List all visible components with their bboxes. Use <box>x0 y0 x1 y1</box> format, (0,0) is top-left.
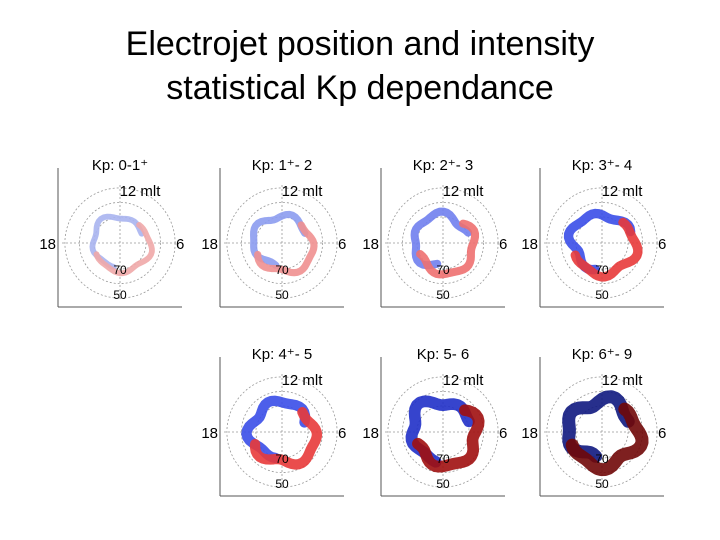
mlt-label: 12 mlt <box>602 183 644 200</box>
lat-label-50: 50 <box>436 288 450 302</box>
mlt-label: 12 mlt <box>443 183 485 200</box>
label-18: 18 <box>39 236 56 253</box>
eastward-electrojet-band <box>416 219 480 279</box>
eastward-electrojet-band <box>249 407 323 470</box>
lat-label-70: 70 <box>113 263 127 277</box>
label-18: 18 <box>201 236 218 253</box>
mlt-label: 12 mlt <box>282 183 324 200</box>
lat-label-70: 70 <box>275 452 289 466</box>
polar-panel-6: Kp: 5- 6 12 mlt 18 6 70 50 <box>362 346 507 497</box>
lat-label-50: 50 <box>275 288 289 302</box>
label-6: 6 <box>658 425 666 442</box>
lat-label-50: 50 <box>595 477 609 491</box>
label-18: 18 <box>521 236 538 253</box>
panel-title: Kp: 0-1⁺ <box>92 157 148 174</box>
polar-panel-3: Kp: 2⁺- 3 12 mlt 18 6 70 50 <box>362 157 507 308</box>
eastward-electrojet-band <box>412 404 485 473</box>
label-6: 6 <box>499 425 507 442</box>
polar-panel-7: Kp: 6⁺- 9 12 mlt 18 6 70 50 <box>521 346 666 497</box>
panel-title: Kp: 5- 6 <box>417 346 470 363</box>
westward-electrojet-band <box>410 207 473 270</box>
lat-label-50: 50 <box>436 477 450 491</box>
label-18: 18 <box>521 425 538 442</box>
polar-panel-1: Kp: 0-1⁺ 12 mlt 18 6 70 50 <box>39 157 184 308</box>
label-18: 18 <box>362 425 379 442</box>
lat-label-70: 70 <box>595 263 609 277</box>
grid-circle <box>79 201 161 284</box>
eastward-electrojet-band <box>565 402 649 477</box>
label-6: 6 <box>338 236 346 253</box>
lat-label-50: 50 <box>113 288 127 302</box>
label-6: 6 <box>658 236 666 253</box>
lat-label-70: 70 <box>595 452 609 466</box>
slide-title: Electrojet position and intensity statis… <box>0 22 720 110</box>
lat-label-70: 70 <box>275 263 289 277</box>
polar-panel-4: Kp: 3⁺- 4 12 mlt 18 6 70 50 <box>521 157 666 308</box>
slide-title-line2: statistical Kp dependance <box>166 69 554 107</box>
slide-title-line1: Electrojet position and intensity <box>125 25 595 63</box>
label-6: 6 <box>338 425 346 442</box>
lat-label-70: 70 <box>436 263 450 277</box>
grid-circle <box>401 390 484 473</box>
panel-title: Kp: 1⁺- 2 <box>252 157 312 174</box>
lat-label-50: 50 <box>595 288 609 302</box>
grid-circle <box>401 201 484 284</box>
mlt-label: 12 mlt <box>282 372 324 389</box>
polar-panel-5: Kp: 4⁺- 5 12 mlt 18 6 70 50 <box>201 346 346 497</box>
label-18: 18 <box>201 425 218 442</box>
lat-label-70: 70 <box>436 452 450 466</box>
lat-label-50: 50 <box>275 477 289 491</box>
eastward-electrojet-band <box>93 222 155 277</box>
panel-title: Kp: 3⁺- 4 <box>572 157 632 174</box>
grid-circle <box>240 201 323 284</box>
label-6: 6 <box>499 236 507 253</box>
panel-title: Kp: 4⁺- 5 <box>252 346 312 363</box>
mlt-label: 12 mlt <box>602 372 644 389</box>
mlt-label: 12 mlt <box>120 183 162 200</box>
label-18: 18 <box>362 236 379 253</box>
eastward-electrojet-band <box>570 217 643 282</box>
label-6: 6 <box>176 236 184 253</box>
panel-title: Kp: 2⁺- 3 <box>413 157 473 174</box>
grid-circle <box>240 390 323 473</box>
panel-title: Kp: 6⁺- 9 <box>572 346 632 363</box>
mlt-label: 12 mlt <box>443 372 485 389</box>
eastward-electrojet-band <box>254 221 318 277</box>
polar-panel-2: Kp: 1⁺- 2 12 mlt 18 6 70 50 <box>201 157 346 308</box>
